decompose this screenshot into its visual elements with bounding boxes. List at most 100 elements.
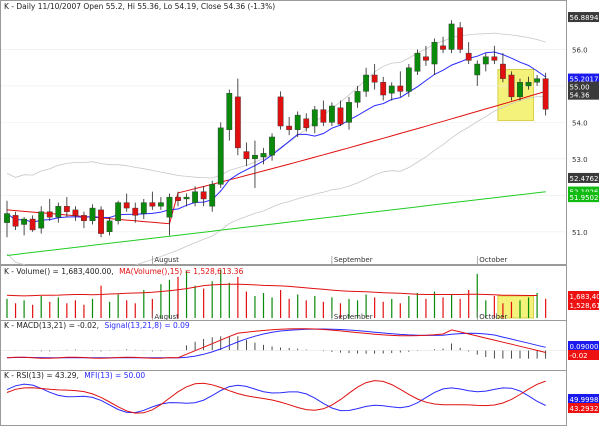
candle-body: [303, 118, 310, 129]
price-y-tick-label: 54.0: [572, 119, 588, 127]
ma-mid-line: [6, 90, 546, 225]
candle-body: [465, 52, 472, 61]
price-gridlines: [1, 49, 566, 233]
candle-body: [175, 196, 181, 201]
candle-body: [380, 82, 387, 96]
moving-averages: [6, 51, 546, 256]
candle-body: [183, 196, 190, 200]
candle-body: [448, 23, 455, 50]
candle-body: [260, 153, 267, 158]
ma-long-line: [6, 191, 546, 256]
candle-body: [311, 109, 318, 127]
candle-body: [217, 127, 224, 185]
candle-body: [115, 202, 122, 222]
macd-legend: K - MACD(13,21) = -0.02, Signal(13,21,8)…: [4, 321, 190, 330]
rsi-legend-mfi: MFI(13) = 50.00: [84, 371, 145, 380]
candle-body: [166, 196, 173, 218]
candle-body: [457, 27, 464, 50]
candle-body: [106, 220, 113, 232]
candle-body: [132, 207, 139, 216]
rsi-tag: 43.2932: [570, 405, 599, 413]
candle-body: [81, 215, 87, 222]
candle-body: [500, 63, 506, 79]
candle-body: [38, 211, 45, 229]
volume-x-label: September: [334, 313, 373, 321]
rsi-tag-bg: [568, 394, 599, 404]
price-x-label: October: [479, 256, 507, 264]
price-x-label: September: [334, 256, 373, 264]
candle-body: [12, 215, 19, 227]
candle-body: [123, 202, 130, 209]
candle-body: [534, 78, 541, 83]
macd-tag: -0.02: [570, 352, 588, 360]
price-tag-bg: [568, 89, 599, 100]
price-tag: 54.36: [570, 92, 591, 100]
mfi-line: [6, 383, 546, 414]
rsi-mfi-lines: [6, 380, 546, 414]
volume-legend-ma: MA(Volume(),15) = 1,528,613.36: [119, 267, 244, 276]
price-tag: 55.00: [570, 84, 590, 92]
candle-body: [63, 206, 70, 212]
price-tags: 56.889455.201755.0054.3652.476252.102651…: [568, 12, 599, 203]
candle-body: [98, 209, 104, 234]
candle-body: [192, 191, 198, 203]
macd-lines: [1, 328, 566, 359]
candle-body: [72, 209, 79, 216]
rsi-panel: K - RSI(13) = 43.29, MFI(13) = 50.00 49.…: [0, 370, 599, 426]
candle-body: [243, 151, 250, 160]
volume-highlight-rect: [497, 295, 535, 319]
price-candles: [4, 20, 549, 238]
volume-x-label: August: [154, 313, 179, 321]
candle-body: [508, 74, 515, 98]
candle-body: [363, 74, 369, 92]
macd-panel: K - MACD(13,21) = -0.02, Signal(13,21,8)…: [0, 320, 600, 371]
macd-line: [6, 328, 546, 359]
rsi-legend: K - RSI(13) = 43.29, MFI(13) = 50.00: [4, 371, 145, 380]
volume-ma-line: [6, 283, 538, 297]
macd-legend-label: K - MACD(13,21) = -0.02,: [4, 321, 99, 330]
candle-body: [4, 213, 10, 223]
macd-tags: 0.090009-0.02: [568, 341, 600, 360]
candle-body: [525, 82, 532, 87]
candle-body: [234, 96, 241, 149]
price-tag-bg: [568, 192, 599, 203]
candle-body: [46, 211, 53, 218]
volume-highlight-box: [497, 295, 535, 319]
candle-body: [337, 107, 344, 125]
candle-body: [491, 56, 498, 61]
volume-legend: K - Volume() = 1,683,400.00, MA(Volume()…: [4, 267, 244, 276]
volume-legend-label: K - Volume() = 1,683,400.00,: [4, 267, 114, 276]
candle-body: [209, 184, 216, 207]
price-panel: K - Daily 11/10/2007 Open 55.2, Hi 55.36…: [0, 0, 599, 273]
macd-tag-bg: [568, 341, 599, 351]
candle-body: [482, 56, 489, 65]
candle-body: [226, 93, 233, 130]
price-tag-bg: [568, 172, 599, 183]
candle-body: [320, 109, 327, 123]
price-tag-bg: [568, 186, 599, 197]
price-tag-bg: [568, 73, 599, 84]
price-x-label: August: [154, 256, 179, 264]
price-title: K - Daily 11/10/2007 Open 55.2, Hi 55.36…: [4, 2, 275, 11]
candle-body: [252, 154, 258, 160]
candle-body: [423, 56, 429, 61]
volume-tag: 1,528,613: [570, 302, 600, 310]
candle-body: [440, 45, 446, 50]
candle-body: [397, 85, 404, 92]
volume-x-label: October: [479, 313, 507, 321]
price-tag: 55.2017: [570, 76, 599, 84]
candle-body: [354, 91, 361, 103]
price-panel-frame: [0, 0, 567, 265]
price-tag-bg: [568, 81, 599, 92]
price-y-tick-label: 56.0: [572, 46, 588, 54]
candle-body: [371, 74, 378, 83]
volume-bars: [6, 269, 547, 318]
volume-tag: 1,683,400: [570, 293, 600, 301]
candle-body: [21, 218, 27, 225]
candle-body: [55, 206, 62, 218]
candle-body: [431, 41, 438, 65]
price-tag: 52.4762: [570, 175, 599, 183]
price-y-tick-label: 51.0: [572, 229, 588, 237]
price-tag-bg: [568, 12, 599, 23]
